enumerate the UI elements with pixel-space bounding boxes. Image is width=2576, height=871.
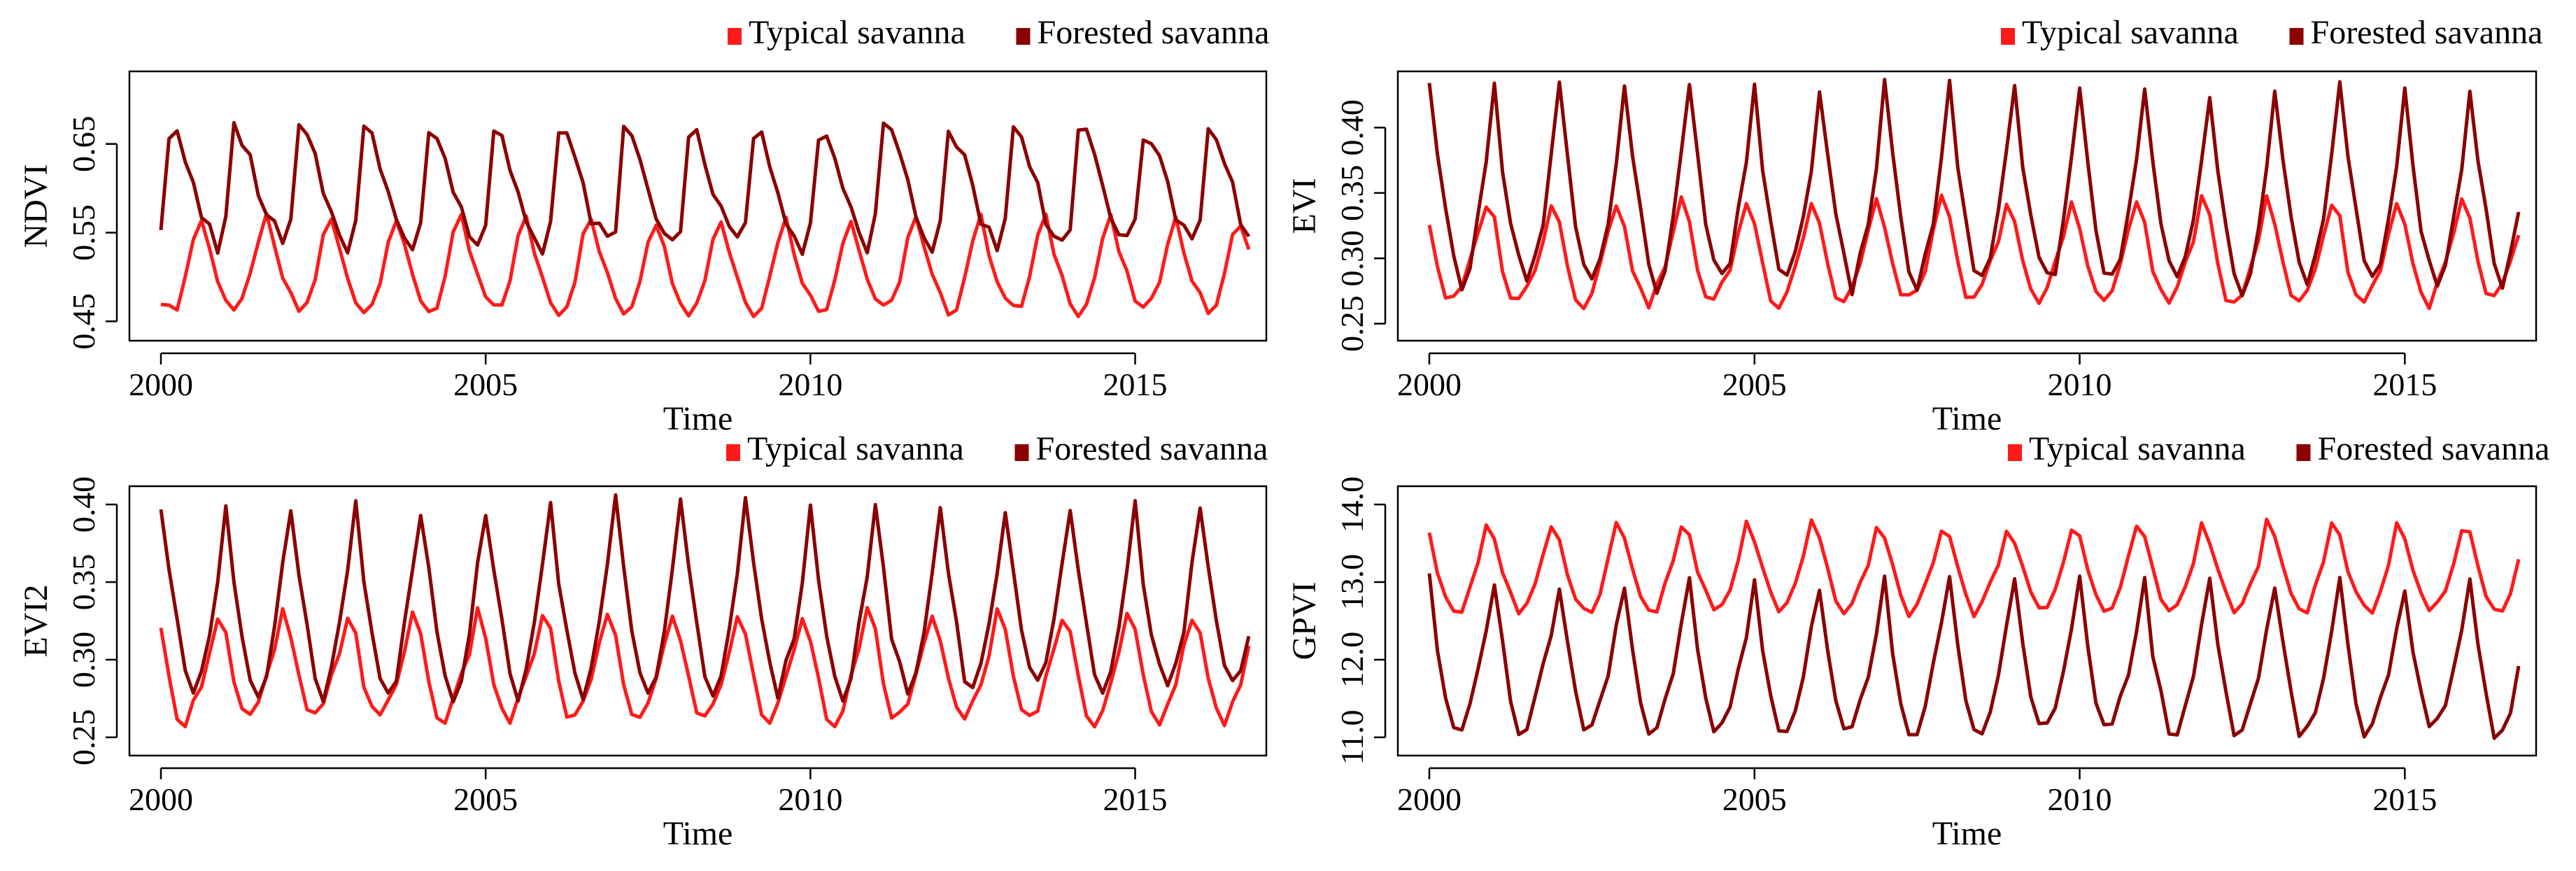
x-tick-label: 2005 [1722,781,1787,817]
y-tick-label: 0.40 [1334,99,1370,156]
legend-swatch-typical-savanna [728,28,742,45]
legend-swatch-typical-savanna [726,444,740,461]
y-tick-label: 0.65 [66,116,101,173]
y-tick-label: 14.0 [1334,476,1370,533]
chart-panel-ndvi: 2000 2005 2010 2015 0.45 0.55 0.65 Time NDVI Typi… [17,14,1269,437]
plot-frame [1396,485,2538,757]
plot-frame [1396,70,2538,342]
legend-label-typical-savanna: Typical savanna [2022,14,2239,51]
series-line-forested-savanna [1427,573,2521,740]
y-tick-label: 0.30 [66,632,101,688]
series-line-forested-savanna [1427,78,2521,297]
y-tick-label: 0.40 [66,476,101,533]
chart-panel-evi: 2000 2005 2010 2015 0.25 0.30 0.35 0.40 Time EVI T… [1286,14,2542,437]
x-tick-label: 2010 [2048,781,2112,817]
x-tick-label: 2005 [1722,367,1787,402]
y-tick-label: 0.35 [1334,165,1370,222]
plot-frame [128,485,1268,757]
x-axis-title: Time [1932,815,2002,852]
x-axis-title: Time [663,815,733,852]
x-tick-label: 2015 [2372,781,2437,817]
y-tick-label: 0.25 [66,709,101,766]
y-tick-label: 0.45 [66,293,101,350]
series-line-forested-savanna [159,121,1251,256]
chart-panel-gpvi: 2000 2005 2010 2015 11.0 12.0 13.0 14.0 Time GPVI… [1286,430,2549,852]
x-tick-label: 2000 [1397,781,1462,817]
y-axis-title: EVI2 [17,585,55,658]
legend-label-forested-savanna: Forested savanna [2311,14,2543,51]
x-tick-label: 2010 [778,781,842,817]
y-axis-title: NDVI [17,164,55,248]
legend-swatch-forested-savanna [2296,444,2311,461]
series-line-typical-savanna [1427,193,2521,311]
x-tick-label: 2010 [2048,367,2112,402]
y-tick-label: 0.35 [66,554,101,611]
legend-label-forested-savanna: Forested savanna [1038,14,1270,51]
legend-label-forested-savanna: Forested savanna [2318,430,2550,467]
legend-swatch-forested-savanna [1014,444,1029,461]
x-tick-label: 2000 [1397,367,1462,402]
legend-label-typical-savanna: Typical savanna [749,14,965,51]
y-tick-label: 11.0 [1334,710,1370,765]
y-tick-label: 0.30 [1334,230,1370,287]
y-tick-label: 0.55 [66,204,101,261]
x-tick-label: 2015 [2372,367,2437,402]
series-line-forested-savanna [159,493,1251,704]
x-tick-label: 2010 [778,367,842,402]
x-axis-title: Time [1932,400,2002,437]
y-axis-title: GPVI [1286,581,1323,660]
x-tick-label: 2005 [453,781,518,817]
legend-label-forested-savanna: Forested savanna [1036,430,1268,467]
series-line-typical-savanna [1427,517,2521,618]
y-tick-label: 13.0 [1334,554,1370,611]
legend-label-typical-savanna: Typical savanna [747,430,964,467]
legend-swatch-forested-savanna [1016,28,1031,45]
x-axis-title: Time [663,400,733,437]
legend-swatch-forested-savanna [2289,28,2304,45]
y-tick-label: 12.0 [1334,632,1370,688]
legend-label-typical-savanna: Typical savanna [2029,430,2246,467]
x-tick-label: 2000 [129,781,193,817]
x-tick-label: 2005 [453,367,518,402]
chart-panel-evi2: 2000 2005 2010 2015 0.25 0.30 0.35 0.40 Time EVI2… [17,430,1268,852]
series-line-typical-savanna [160,211,1251,318]
legend-swatch-typical-savanna [2001,28,2015,45]
x-tick-label: 2015 [1103,781,1168,817]
series-line-typical-savanna [159,606,1251,729]
legend-swatch-typical-savanna [2008,444,2022,461]
x-tick-label: 2015 [1103,367,1168,402]
plot-frame [128,70,1268,342]
y-tick-label: 0.25 [1334,295,1370,352]
x-tick-label: 2000 [129,367,193,402]
y-axis-title: EVI [1286,178,1323,234]
